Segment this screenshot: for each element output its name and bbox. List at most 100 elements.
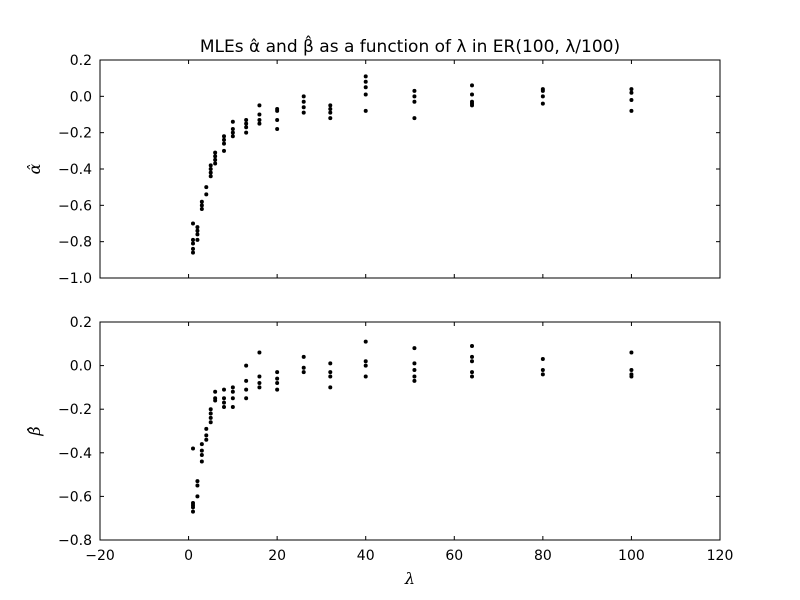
beta-data-point — [412, 346, 417, 351]
beta-data-point — [213, 389, 218, 394]
beta-data-point — [540, 357, 545, 362]
beta-data-point — [629, 374, 634, 379]
alpha-y-ticks: −1.0 −0.8 −0.6 −0.4 −0.2 0.0 0.2 — [58, 53, 720, 287]
beta-data-point — [363, 359, 368, 364]
beta-data-point — [222, 396, 226, 401]
alpha-data-point — [540, 88, 545, 93]
beta-data-point — [204, 426, 209, 431]
alpha-y-label: α̂ — [25, 163, 44, 174]
beta-data-point — [470, 354, 474, 359]
alpha-data-point — [328, 103, 333, 108]
beta-y-ticks: −0.8 −0.6 −0.4 −0.2 0.0 0.2 — [58, 315, 720, 549]
beta-x-tick-label: 20 — [268, 548, 286, 564]
alpha-data-point — [540, 94, 545, 99]
beta-data-point — [244, 363, 249, 368]
alpha-x-ticks — [99, 60, 721, 278]
beta-data-point — [470, 359, 474, 364]
beta-data-point — [213, 398, 218, 403]
alpha-data-point — [629, 97, 634, 102]
alpha-data-point — [230, 119, 235, 124]
alpha-y-tick-label: −0.6 — [58, 198, 92, 214]
beta-data-point — [222, 400, 226, 405]
alpha-data-point — [301, 99, 306, 104]
alpha-data-point — [213, 154, 218, 159]
beta-data-point — [191, 509, 195, 514]
beta-data-point — [244, 378, 249, 383]
beta-data-point — [275, 376, 280, 381]
beta-data-point — [257, 374, 262, 379]
alpha-data-point — [195, 237, 200, 242]
beta-x-tick-label: 40 — [357, 548, 375, 564]
beta-data-point — [244, 396, 249, 401]
alpha-data-point — [204, 192, 209, 197]
alpha-y-tick-label: −0.4 — [58, 162, 92, 178]
alpha-data-point — [195, 232, 200, 237]
beta-data-point — [629, 350, 634, 355]
alpha-data-point — [208, 163, 213, 168]
beta-data-point — [275, 387, 280, 392]
alpha-data-point — [257, 121, 262, 126]
alpha-data-point — [629, 90, 634, 95]
alpha-data-point — [230, 130, 235, 135]
beta-data-point — [195, 479, 200, 484]
alpha-data-point — [191, 237, 195, 242]
alpha-data-point — [244, 121, 249, 126]
alpha-data-point — [328, 107, 333, 112]
beta-data-point — [412, 374, 417, 379]
alpha-data-point — [191, 241, 195, 246]
alpha-data-point — [230, 127, 235, 132]
beta-x-tick-label: 100 — [618, 548, 645, 564]
beta-data-point — [257, 350, 262, 355]
beta-data-point — [470, 374, 474, 379]
beta-data-point — [363, 339, 368, 344]
alpha-data-point — [195, 228, 200, 233]
alpha-y-tick-label: 0.0 — [70, 89, 92, 105]
beta-x-tick-label: −20 — [85, 548, 115, 564]
alpha-data-point — [222, 148, 226, 153]
alpha-data-point — [222, 141, 226, 146]
alpha-data-point — [363, 92, 368, 97]
beta-data-point — [412, 361, 417, 366]
beta-data-point — [199, 452, 204, 457]
beta-x-ticks: −20 0 20 40 60 80 100 120 — [85, 322, 733, 564]
beta-data-point — [363, 374, 368, 379]
alpha-data-point — [629, 87, 634, 92]
alpha-data-point — [199, 206, 204, 211]
alpha-data-point — [204, 185, 209, 190]
beta-data-point — [540, 367, 545, 372]
beta-data-point — [257, 381, 262, 386]
alpha-y-tick-label: 0.2 — [70, 53, 92, 69]
beta-data-point — [301, 365, 306, 370]
alpha-data-point — [195, 225, 200, 230]
alpha-data-point — [230, 134, 235, 139]
beta-data-point — [204, 437, 209, 442]
alpha-data-point — [244, 117, 249, 122]
beta-data-point — [257, 385, 262, 390]
alpha-data-point — [208, 167, 213, 171]
beta-y-tick-label: −0.2 — [58, 402, 92, 418]
alpha-data-point — [301, 94, 306, 99]
alpha-data-point — [199, 199, 204, 204]
alpha-data-point — [470, 103, 474, 108]
alpha-data-point — [470, 92, 474, 97]
beta-data-point — [208, 407, 213, 412]
beta-data-point — [412, 378, 417, 383]
beta-data-point — [629, 367, 634, 372]
beta-y-tick-label: −0.8 — [58, 533, 92, 549]
beta-y-tick-label: 0.2 — [70, 315, 92, 331]
beta-data-point — [230, 385, 235, 390]
beta-data-point — [199, 442, 204, 447]
beta-data-point — [191, 446, 195, 451]
alpha-data-point — [244, 130, 249, 135]
alpha-data-point — [191, 246, 195, 251]
beta-panel: −0.8 −0.6 −0.4 −0.2 0.0 0.2 −20 0 20 40 60 80 100 12… — [25, 315, 733, 588]
alpha-data-point — [363, 85, 368, 90]
alpha-data-point — [412, 116, 417, 121]
alpha-data-point — [363, 74, 368, 79]
alpha-data-point — [213, 150, 218, 155]
alpha-data-point — [222, 134, 226, 139]
beta-x-tick-label: 120 — [707, 548, 734, 564]
alpha-data-point — [222, 137, 226, 142]
